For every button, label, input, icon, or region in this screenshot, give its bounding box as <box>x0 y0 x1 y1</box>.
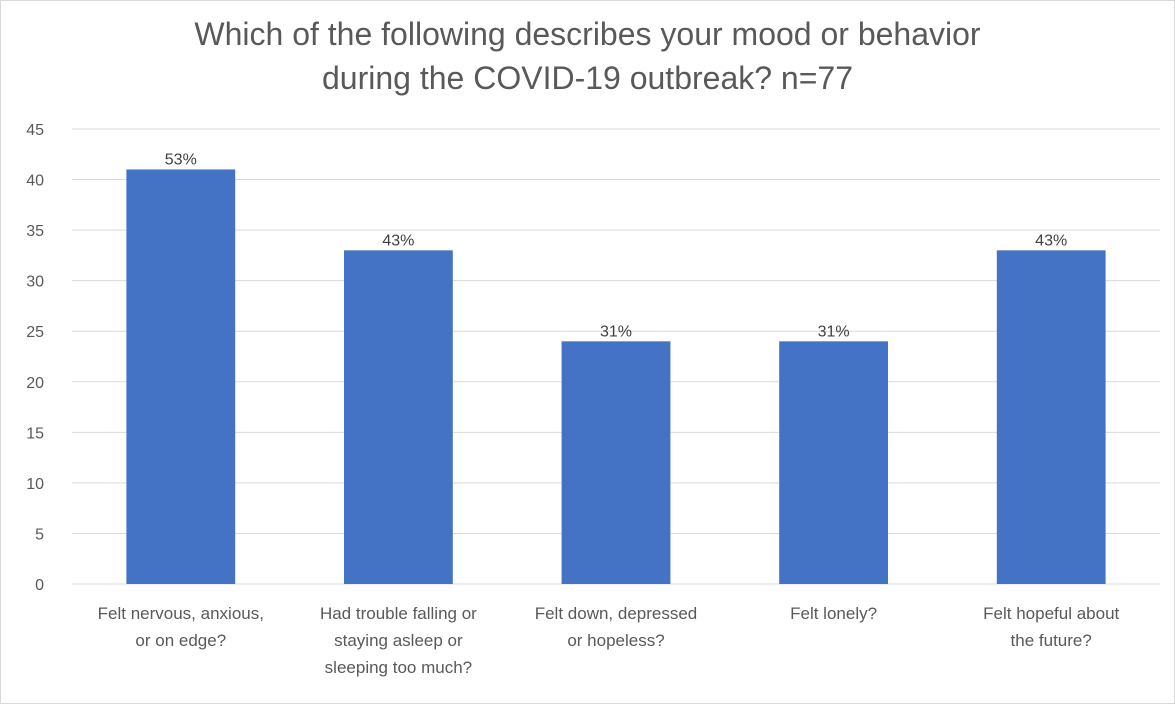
bar <box>126 169 236 584</box>
y-tick-label: 15 <box>26 425 44 442</box>
chart-title-line-2: during the COVID-19 outbreak? n=77 <box>322 60 853 96</box>
data-label: 31% <box>818 323 850 340</box>
y-tick-label: 20 <box>26 375 44 392</box>
y-tick-label: 40 <box>26 173 44 190</box>
y-tick-label: 25 <box>26 324 44 341</box>
data-label: 31% <box>600 323 632 340</box>
y-tick-label: 35 <box>26 223 44 240</box>
bar <box>996 250 1106 585</box>
bar <box>779 341 888 584</box>
x-category-label: Felt nervous, anxious, <box>98 604 264 623</box>
bar <box>344 250 453 585</box>
x-category-label: Felt hopeful about <box>983 604 1119 623</box>
chart-title-line-1: Which of the following describes your mo… <box>194 16 981 52</box>
x-category-label: Felt down, depressed <box>535 604 698 623</box>
data-label: 43% <box>1035 232 1067 249</box>
y-tick-label: 10 <box>26 476 44 493</box>
x-category-label: Felt lonely? <box>790 604 877 623</box>
x-category-label: Had trouble falling or <box>320 604 477 623</box>
y-tick-label: 45 <box>26 122 44 139</box>
x-category-label: or hopeless? <box>567 631 664 650</box>
bar <box>561 341 671 584</box>
chart-title: Which of the following describes your mo… <box>0 12 1175 100</box>
x-category-label: or on edge? <box>135 631 226 650</box>
x-category-label: sleeping too much? <box>325 658 472 677</box>
x-category-label: staying asleep or <box>334 631 463 650</box>
y-tick-label: 5 <box>35 526 44 543</box>
data-label: 43% <box>382 232 414 249</box>
y-tick-label: 0 <box>35 577 44 594</box>
x-category-label: the future? <box>1011 631 1092 650</box>
y-tick-label: 30 <box>26 274 44 291</box>
data-label: 53% <box>165 151 197 168</box>
